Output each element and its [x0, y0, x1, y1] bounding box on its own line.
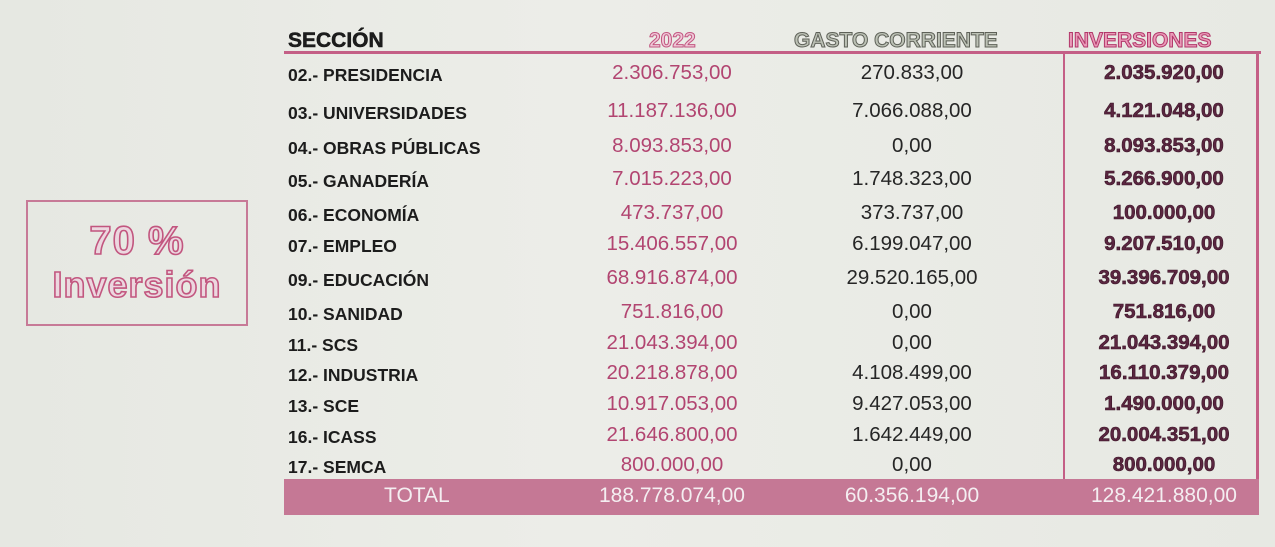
row-inversiones: 16.110.379,00: [1099, 361, 1230, 385]
row-inversiones: 8.093.853,00: [1104, 134, 1224, 158]
row-seccion: 17.- SEMCA: [288, 457, 387, 477]
total-label: TOTAL: [384, 484, 450, 507]
row-2022: 10.917.053,00: [606, 392, 738, 415]
row-seccion: 07.- EMPLEO: [288, 236, 397, 256]
row-2022: 800.000,00: [620, 453, 724, 476]
table-row: 11.- SCS 21.043.394,00 0,00 21.043.394,0…: [284, 331, 1259, 361]
row-2022: 8.093.853,00: [612, 134, 732, 157]
inversiones-column-frame: [1063, 53, 1259, 493]
row-2022: 68.916.874,00: [606, 266, 738, 289]
header-year: 2022: [649, 29, 697, 53]
row-2022: 2.306.753,00: [612, 61, 732, 84]
table-row: 05.- GANADERÍA 7.015.223,00 1.748.323,00…: [284, 167, 1259, 197]
table-row: 06.- ECONOMÍA 473.737,00 373.737,00 100.…: [284, 201, 1259, 231]
row-seccion: 11.- SCS: [288, 335, 359, 355]
header-seccion: SECCIÓN: [288, 29, 384, 53]
row-gasto: 270.833,00: [860, 61, 964, 84]
row-seccion: 16.- ICASS: [288, 427, 377, 447]
row-gasto: 1.748.323,00: [852, 167, 972, 190]
row-2022: 21.043.394,00: [606, 331, 738, 354]
table-row: 09.- EDUCACIÓN 68.916.874,00 29.520.165,…: [284, 266, 1259, 296]
row-gasto: 373.737,00: [860, 201, 964, 224]
header-inversiones: INVERSIONES: [1068, 29, 1213, 53]
row-gasto: 0,00: [892, 300, 932, 323]
row-seccion: 13.- SCE: [288, 396, 359, 416]
table-row: 02.- PRESIDENCIA 2.306.753,00 270.833,00…: [284, 61, 1259, 91]
row-seccion: 10.- SANIDAD: [288, 304, 403, 324]
table-row: 10.- SANIDAD 751.816,00 0,00 751.816,00: [284, 300, 1259, 330]
table-row: 17.- SEMCA 800.000,00 0,00 800.000,00: [284, 453, 1259, 483]
row-seccion: 03.- UNIVERSIDADES: [288, 103, 467, 123]
badge-percentage: 70 %: [89, 218, 185, 264]
row-gasto: 9.427.053,00: [852, 392, 972, 415]
row-inversiones: 5.266.900,00: [1104, 167, 1224, 191]
row-inversiones: 39.396.709,00: [1098, 266, 1230, 290]
total-2022: 188.778.074,00: [599, 484, 745, 507]
row-inversiones: 100.000,00: [1112, 201, 1216, 225]
table-row: 07.- EMPLEO 15.406.557,00 6.199.047,00 9…: [284, 232, 1259, 262]
row-2022: 473.737,00: [620, 201, 724, 224]
row-2022: 751.816,00: [620, 300, 724, 323]
row-inversiones: 4.121.048,00: [1104, 99, 1224, 123]
row-inversiones: 1.490.000,00: [1104, 392, 1224, 416]
row-gasto: 4.108.499,00: [852, 361, 972, 384]
total-gasto: 60.356.194,00: [844, 484, 980, 507]
total-inversiones: 128.421.880,00: [1091, 484, 1237, 507]
row-gasto: 0,00: [892, 453, 932, 476]
row-gasto: 0,00: [892, 331, 932, 354]
table-row: 13.- SCE 10.917.053,00 9.427.053,00 1.49…: [284, 392, 1259, 422]
table-header: SECCIÓN 2022 GASTO CORRIENTE INVERSIONES: [284, 26, 1259, 54]
table-row: 04.- OBRAS PÚBLICAS 8.093.853,00 0,00 8.…: [284, 134, 1259, 164]
table-row: 16.- ICASS 21.646.800,00 1.642.449,00 20…: [284, 423, 1259, 453]
row-inversiones: 9.207.510,00: [1104, 232, 1224, 256]
row-gasto: 6.199.047,00: [852, 232, 972, 255]
row-gasto: 0,00: [892, 134, 932, 157]
table-row: 03.- UNIVERSIDADES 11.187.136,00 7.066.0…: [284, 99, 1259, 129]
row-2022: 21.646.800,00: [606, 423, 738, 446]
row-inversiones: 800.000,00: [1112, 453, 1216, 477]
row-inversiones: 751.816,00: [1112, 300, 1216, 324]
row-seccion: 09.- EDUCACIÓN: [288, 270, 429, 290]
investment-percentage-badge: 70 % Inversión: [26, 200, 248, 326]
row-2022: 7.015.223,00: [612, 167, 732, 190]
row-2022: 15.406.557,00: [606, 232, 738, 255]
row-seccion: 06.- ECONOMÍA: [288, 205, 420, 225]
row-2022: 11.187.136,00: [607, 99, 737, 122]
header-divider: [284, 51, 1261, 54]
row-seccion: 05.- GANADERÍA: [288, 171, 429, 191]
header-gasto-corriente: GASTO CORRIENTE: [794, 29, 999, 53]
row-2022: 20.218.878,00: [606, 361, 738, 384]
row-seccion: 02.- PRESIDENCIA: [288, 65, 443, 85]
row-inversiones: 2.035.920,00: [1104, 61, 1224, 85]
row-inversiones: 20.004.351,00: [1098, 423, 1230, 447]
row-gasto: 29.520.165,00: [846, 266, 978, 289]
total-row: TOTAL 188.778.074,00 60.356.194,00 128.4…: [284, 479, 1259, 515]
badge-label: Inversión: [52, 263, 222, 306]
row-seccion: 04.- OBRAS PÚBLICAS: [288, 138, 481, 158]
row-inversiones: 21.043.394,00: [1098, 331, 1230, 355]
row-gasto: 7.066.088,00: [852, 99, 972, 122]
row-seccion: 12.- INDUSTRIA: [288, 365, 419, 385]
table-row: 12.- INDUSTRIA 20.218.878,00 4.108.499,0…: [284, 361, 1259, 391]
row-gasto: 1.642.449,00: [852, 423, 972, 446]
